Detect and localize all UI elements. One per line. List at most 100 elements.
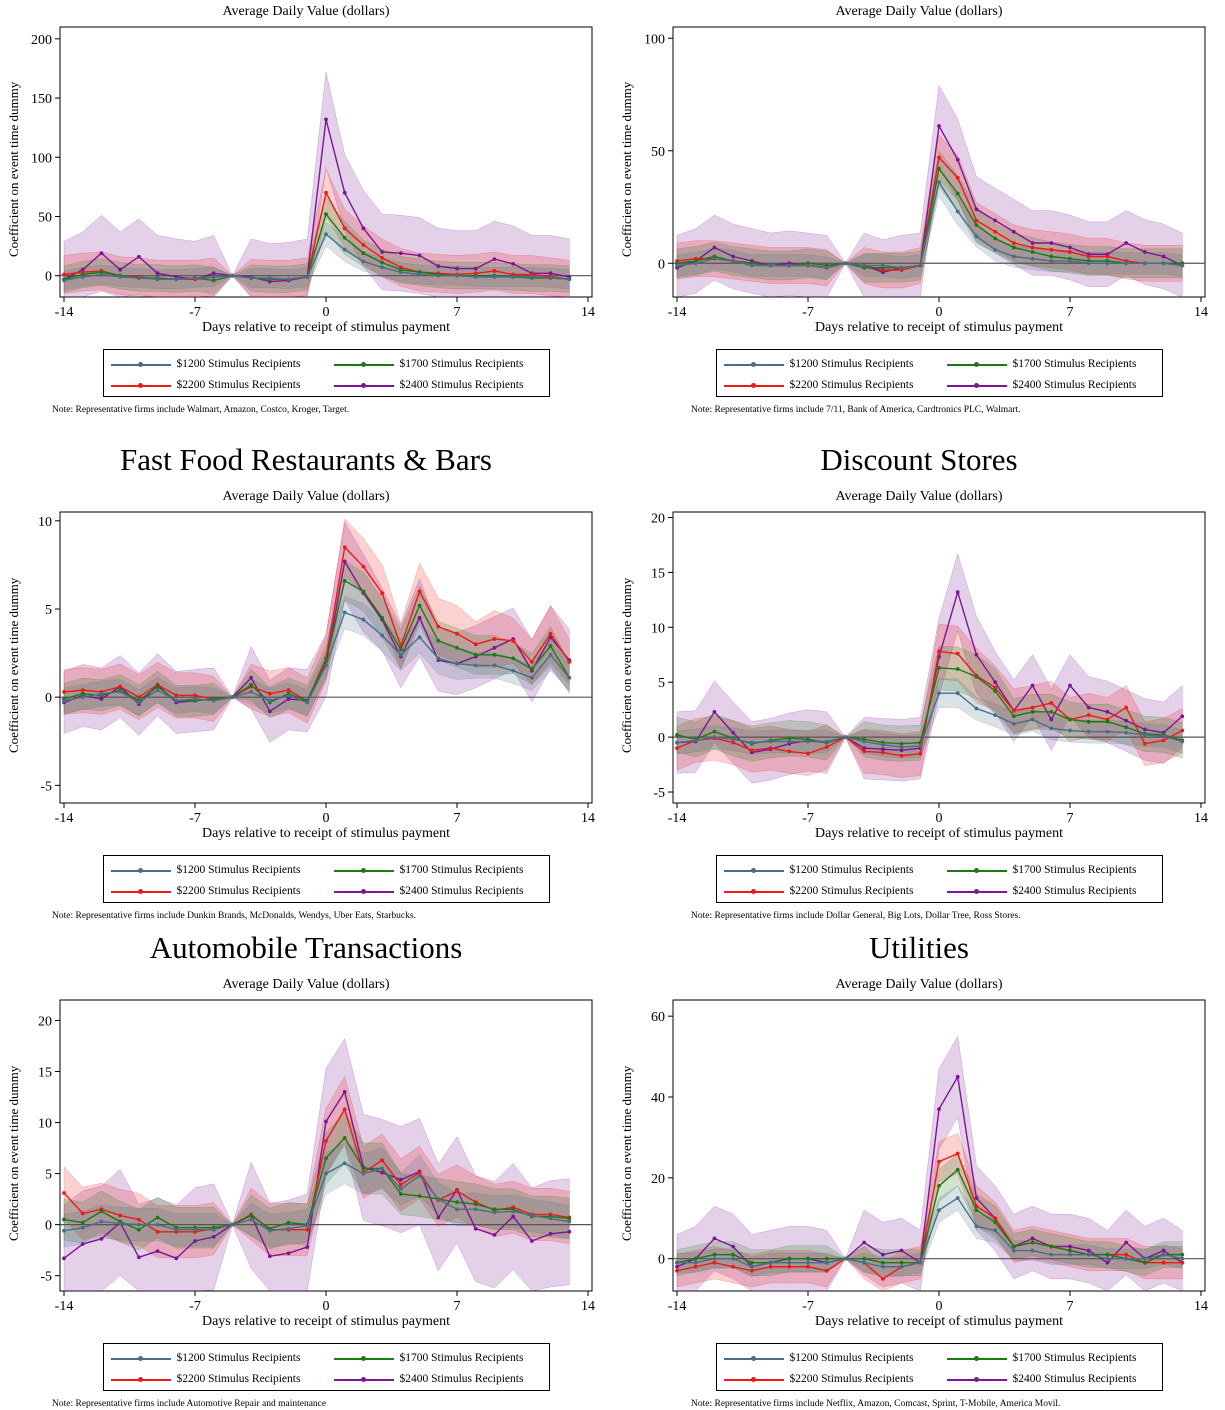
data-point-s1200: [155, 277, 160, 282]
data-point-s1200: [455, 273, 459, 278]
y-tick-label: 100: [644, 32, 665, 47]
data-point-s1200: [80, 1225, 85, 1230]
data-point-s1200: [380, 265, 385, 270]
data-point-s2400: [974, 652, 979, 657]
data-point-s1200: [473, 274, 478, 279]
legend-item-s1700: $1700 Stimulus Recipients: [946, 1351, 1137, 1365]
legend-label: $1200 Stimulus Recipients: [176, 1352, 301, 1364]
data-point-s2400: [99, 697, 104, 701]
data-point-s1200: [211, 698, 216, 703]
data-point-s2400: [937, 1107, 941, 1112]
data-point-s2200: [380, 1158, 385, 1163]
legend-label: $2200 Stimulus Recipients: [789, 885, 914, 897]
data-point-s1200: [1124, 730, 1129, 735]
y-tick-label: 0: [45, 1219, 52, 1234]
data-point-s2200: [1142, 741, 1147, 746]
chart-svg: -5 0 5 10 -14 -7 0 7 14: [38, 511, 595, 826]
figure-note: Note: Representative firms include Netfl…: [691, 1399, 1061, 1409]
data-point-s2400: [1161, 254, 1166, 259]
data-point-s1200: [712, 256, 717, 261]
series-line-s1700: [63, 1136, 570, 1231]
data-point-s1700: [787, 736, 792, 741]
data-point-s1200: [492, 663, 497, 668]
figure-note: Note: Representative firms include Dolla…: [691, 911, 1021, 921]
data-point-s1200: [267, 698, 272, 703]
data-point-s1200: [361, 1171, 366, 1176]
data-point-s2400: [899, 1248, 904, 1253]
y-tick-label: 0: [658, 1253, 665, 1268]
data-point-s1200: [136, 1222, 141, 1227]
data-point-s2400: [342, 190, 347, 195]
data-point-s1200: [787, 263, 792, 268]
data-point-s2200: [1086, 713, 1091, 718]
data-point-s2200: [955, 1151, 960, 1156]
x-tick-label: -14: [55, 305, 74, 320]
data-point-s1200: [155, 1222, 160, 1227]
y-tick-label: 15: [651, 566, 665, 581]
data-point-s1200: [361, 617, 366, 622]
legend-item-s2400: $2400 Stimulus Recipients: [946, 884, 1137, 898]
data-point-s2400: [286, 697, 291, 701]
data-point-s2400: [99, 251, 104, 256]
data-point-s1200: [118, 689, 123, 694]
x-tick-label: 7: [454, 305, 461, 320]
x-tick-label: 14: [581, 1299, 595, 1314]
data-point-s2400: [249, 675, 254, 680]
y-tick-label: 10: [651, 621, 665, 636]
chart-subtitle: Average Daily Value (dollars): [835, 4, 1003, 19]
legend-item-s2200: $2200 Stimulus Recipients: [110, 884, 300, 898]
data-point-s2200: [1161, 1260, 1166, 1265]
data-point-s1200: [1011, 254, 1016, 259]
data-point-s1700: [1105, 719, 1110, 724]
x-tick-label: 14: [581, 305, 595, 320]
legend-label: $2200 Stimulus Recipients: [789, 1373, 914, 1385]
data-point-s1200: [136, 700, 141, 705]
data-point-s1700: [361, 1166, 366, 1171]
x-tick-label: -7: [189, 811, 201, 826]
data-point-s2400: [955, 590, 960, 595]
data-point-s2400: [324, 1119, 328, 1124]
legend-label: $2400 Stimulus Recipients: [1012, 885, 1137, 897]
data-point-s2200: [492, 269, 497, 273]
data-point-s1200: [843, 261, 848, 266]
data-point-s1200: [768, 263, 773, 268]
data-point-s2400: [1124, 718, 1129, 723]
series-line-s1700: [676, 1168, 1183, 1264]
legend-swatch: [723, 1351, 784, 1365]
data-point-s2200: [1105, 254, 1110, 259]
data-point-s2400: [436, 1215, 441, 1220]
legend-label: $1200 Stimulus Recipients: [176, 864, 301, 876]
data-point-s1200: [511, 1209, 516, 1214]
data-point-s1200: [1068, 728, 1072, 733]
data-point-s2400: [155, 1249, 160, 1254]
legend-label: $2400 Stimulus Recipients: [399, 379, 524, 391]
x-axis-label: Days relative to receipt of stimulus pay…: [201, 826, 451, 841]
y-axis-label: Coefficient on event time dummy: [6, 1065, 21, 1241]
data-point-s1700: [492, 1207, 497, 1212]
legend-swatch: [110, 1351, 171, 1365]
chart-subtitle: Average Daily Value (dollars): [222, 977, 390, 992]
y-axis-label: Coefficient on event time dummy: [6, 577, 21, 753]
data-point-s2400: [136, 254, 141, 259]
data-point-s1200: [398, 652, 403, 657]
data-point-s1200: [899, 1264, 904, 1269]
series-line-s1200: [676, 180, 1183, 269]
y-tick-label: 10: [38, 1117, 52, 1132]
data-point-s2400: [880, 1252, 885, 1257]
data-point-s1200: [712, 735, 717, 740]
data-point-s1700: [955, 667, 960, 671]
data-point-s2400: [155, 271, 160, 276]
data-point-s2200: [1049, 247, 1054, 252]
legend-label: $1700 Stimulus Recipients: [1012, 1352, 1137, 1364]
data-point-s1700: [675, 733, 679, 737]
legend-label: $2400 Stimulus Recipients: [1012, 1373, 1137, 1385]
data-point-s2400: [1105, 709, 1110, 714]
y-tick-label: 0: [658, 257, 665, 272]
legend-label: $1700 Stimulus Recipients: [399, 1352, 524, 1364]
data-point-s1700: [824, 1256, 829, 1261]
data-point-s1200: [955, 209, 960, 214]
chart-subtitle: Average Daily Value (dollars): [222, 489, 390, 504]
data-point-s2200: [398, 1182, 403, 1187]
data-point-s1200: [548, 652, 553, 657]
y-tick-label: 200: [31, 33, 52, 48]
